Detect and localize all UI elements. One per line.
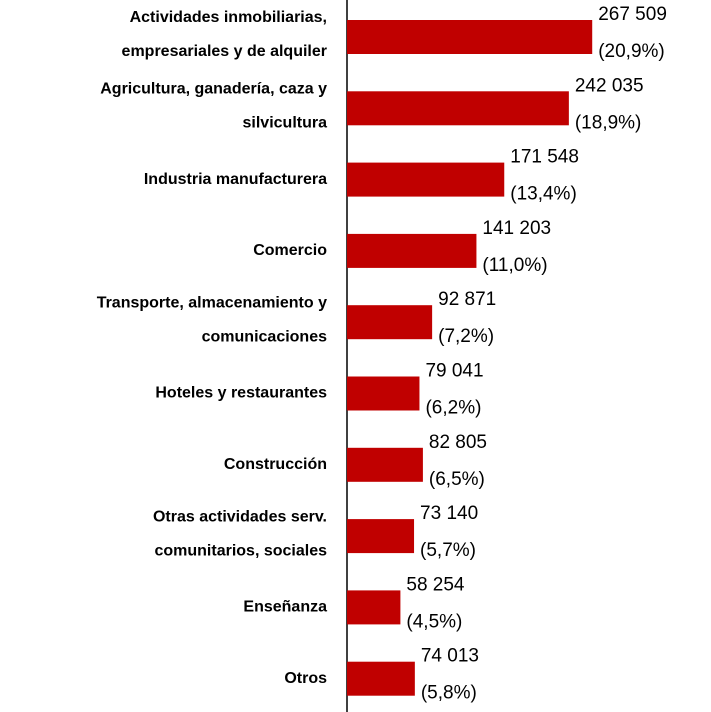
- value-label: 242 035: [575, 75, 644, 96]
- bar: [347, 91, 569, 126]
- share-label: (11,0%): [482, 255, 547, 276]
- category-label: Agricultura, ganadería, caza y: [100, 81, 327, 98]
- category-label: Actividades inmobiliarias,: [130, 9, 327, 26]
- category-label: Otros: [284, 670, 327, 687]
- bar: [347, 590, 401, 625]
- category-label: Enseñanza: [243, 599, 327, 616]
- value-label: 171 548: [510, 147, 579, 168]
- bar: [347, 447, 423, 482]
- value-label: 58 254: [406, 574, 465, 595]
- value-label: 74 013: [421, 646, 479, 667]
- category-label: Industria manufacturera: [144, 171, 327, 188]
- value-label: 141 203: [482, 218, 551, 239]
- category-label: Hoteles y restaurantes: [155, 385, 327, 402]
- category-label: Construcción: [224, 456, 327, 473]
- share-label: (5,8%): [421, 683, 477, 704]
- category-label: Comercio: [253, 242, 327, 259]
- share-label: (7,2%): [438, 326, 494, 347]
- category-label: comunitarios, sociales: [154, 542, 327, 559]
- share-label: (6,5%): [429, 469, 485, 490]
- category-label: comunicaciones: [202, 328, 327, 345]
- bar: [347, 661, 415, 696]
- value-label: 79 041: [425, 361, 483, 382]
- share-label: (13,4%): [510, 184, 577, 205]
- category-label: empresariales y de alquiler: [122, 43, 327, 60]
- value-label: 82 805: [429, 432, 487, 453]
- value-label: 267 509: [598, 4, 667, 25]
- category-label: silvicultura: [243, 115, 328, 132]
- bar: [347, 20, 593, 54]
- share-label: (4,5%): [406, 611, 462, 632]
- share-label: (20,9%): [598, 41, 665, 62]
- share-label: (5,7%): [420, 540, 476, 561]
- share-label: (6,2%): [425, 398, 481, 419]
- category-label: Otras actividades serv.: [153, 508, 327, 525]
- value-label: 92 871: [438, 289, 496, 310]
- share-label: (18,9%): [575, 112, 642, 133]
- bar: [347, 162, 505, 197]
- bar: [347, 233, 477, 268]
- bar: [347, 519, 415, 554]
- bar: [347, 305, 433, 340]
- category-label: Transporte, almacenamiento y: [97, 294, 327, 311]
- value-label: 73 140: [420, 503, 478, 524]
- bar: [347, 376, 420, 411]
